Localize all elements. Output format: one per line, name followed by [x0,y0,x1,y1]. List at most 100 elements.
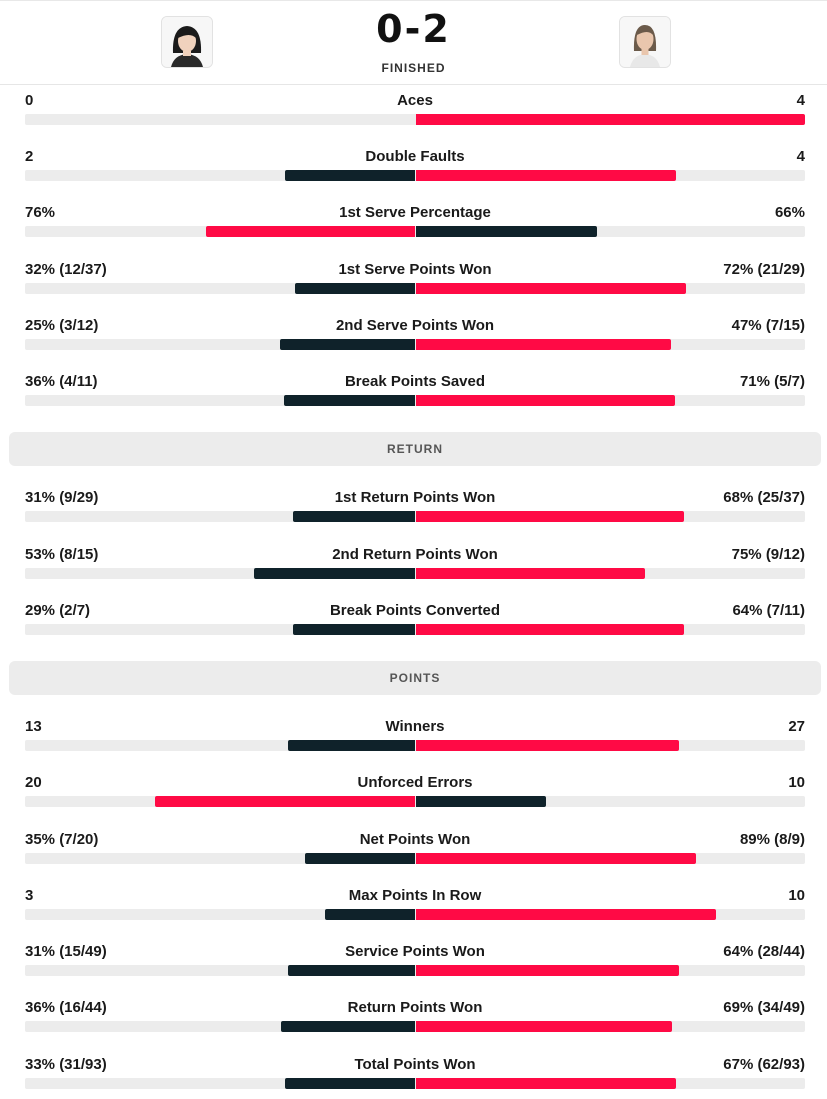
stat-label: Aces [397,92,433,109]
stat-bar-track [25,170,805,181]
stat-left-value: 29% (2/7) [25,602,91,619]
stat-bar-left [288,965,415,976]
stat-bar-right [416,965,679,976]
stat-row: 29% (2/7) Break Points Converted 64% (7/11… [0,602,827,642]
stat-bar-track [25,114,805,125]
stat-bar-left [155,796,415,807]
stat-right-value: 10 [788,774,805,791]
stat-label: Winners [385,718,445,735]
stat-bar-right [416,511,684,522]
stat-right-value: 4 [796,92,805,109]
stat-right-value: 89% (8/9) [739,831,805,848]
stat-right-value: 72% (21/29) [723,261,805,278]
stat-bar-left [281,1021,415,1032]
stat-bar-track [25,339,805,350]
stat-label: Max Points In Row [348,887,482,904]
stat-bar-left [206,226,415,237]
match-status: FINISHED [381,61,446,75]
stat-left-value: 3 [25,887,34,904]
top-divider [0,0,827,1]
stat-right-value: 64% (28/44) [723,943,805,960]
match-header: 0-2 FINISHED [0,0,827,85]
stat-bar-right [416,170,676,181]
stat-bar-track [25,624,805,635]
stat-label: 2nd Return Points Won [332,546,498,563]
stat-right-value: 68% (25/37) [723,489,805,506]
stat-bar-right [416,114,805,125]
stat-left-value: 32% (12/37) [25,261,107,278]
stat-bar-right [416,624,684,635]
stat-label: 2nd Serve Points Won [335,317,495,334]
stat-bar-left [280,339,415,350]
stat-bar-left [285,170,415,181]
stat-bar-left [293,624,415,635]
stat-label: 1st Return Points Won [334,489,496,506]
stat-bar-left [325,909,415,920]
stat-right-value: 75% (9/12) [731,546,805,563]
player-left-avatar[interactable] [161,16,213,68]
stat-left-value: 33% (31/93) [25,1056,107,1073]
stat-label: Net Points Won [359,831,471,848]
stat-row: 36% (16/44) Return Points Won 69% (34/49) [0,999,827,1039]
stat-bar-track [25,568,805,579]
stat-label: 1st Serve Points Won [338,261,492,278]
stat-right-value: 66% [774,204,805,221]
stat-label: Break Points Converted [329,602,501,619]
stat-row: 31% (15/49) Service Points Won 64% (28/44) [0,943,827,983]
stat-label: Unforced Errors [357,774,473,791]
stat-left-value: 35% (7/20) [25,831,99,848]
stat-row: 53% (8/15) 2nd Return Points Won 75% (9/12… [0,546,827,586]
stat-left-value: 25% (3/12) [25,317,99,334]
stat-bar-right [416,909,716,920]
stat-left-value: 31% (9/29) [25,489,99,506]
stat-bar-left [305,853,415,864]
stat-left-value: 53% (8/15) [25,546,99,563]
stat-label: 1st Serve Percentage [339,204,491,221]
stat-left-value: 76% [25,204,56,221]
stat-bar-right [416,740,679,751]
stat-right-value: 67% (62/93) [723,1056,805,1073]
stat-bar-right [416,853,696,864]
stat-row: 32% (12/37) 1st Serve Points Won 72% (21/2… [0,261,827,301]
stat-left-value: 31% (15/49) [25,943,107,960]
stat-bar-left [285,1078,415,1089]
stat-bar-track [25,395,805,406]
stat-right-value: 4 [796,148,805,165]
stat-label: Service Points Won [345,943,485,960]
stat-left-value: 13 [25,718,42,735]
player-left-photo-icon [162,17,212,67]
stat-bar-left [288,740,415,751]
stat-row: 20 Unforced Errors 10 [0,774,827,814]
stat-bar-track [25,965,805,976]
stat-left-value: 2 [25,148,34,165]
stat-bar-right [416,339,671,350]
stat-bar-track [25,1078,805,1089]
stat-bar-track [25,740,805,751]
stat-bar-left [254,568,415,579]
stat-bar-right [416,226,597,237]
stat-bar-right [416,395,675,406]
stat-bar-right [416,796,546,807]
stat-bar-left [295,283,415,294]
player-right-photo-icon [620,17,670,67]
stat-left-value: 0 [25,92,34,109]
stat-row: 2 Double Faults 4 [0,148,827,188]
stat-bar-track [25,1021,805,1032]
stat-left-value: 20 [25,774,42,791]
stat-row: 31% (9/29) 1st Return Points Won 68% (25/3… [0,489,827,529]
stat-bar-track [25,853,805,864]
stat-bar-track [25,796,805,807]
stat-right-value: 69% (34/49) [723,999,805,1016]
stat-label: Total Points Won [354,1056,476,1073]
match-score: 0-2 [376,7,451,51]
stat-row: 33% (31/93) Total Points Won 67% (62/93) [0,1056,827,1096]
stat-bar-right [416,1021,672,1032]
stat-right-value: 64% (7/11) [732,602,805,619]
stat-row: 0 Aces 4 [0,92,827,132]
stat-bar-left [293,511,415,522]
stat-label: Break Points Saved [344,373,486,390]
stat-bar-track [25,909,805,920]
stat-label: Return Points Won [347,999,483,1016]
stat-bar-track [25,226,805,237]
player-right-avatar[interactable] [619,16,671,68]
